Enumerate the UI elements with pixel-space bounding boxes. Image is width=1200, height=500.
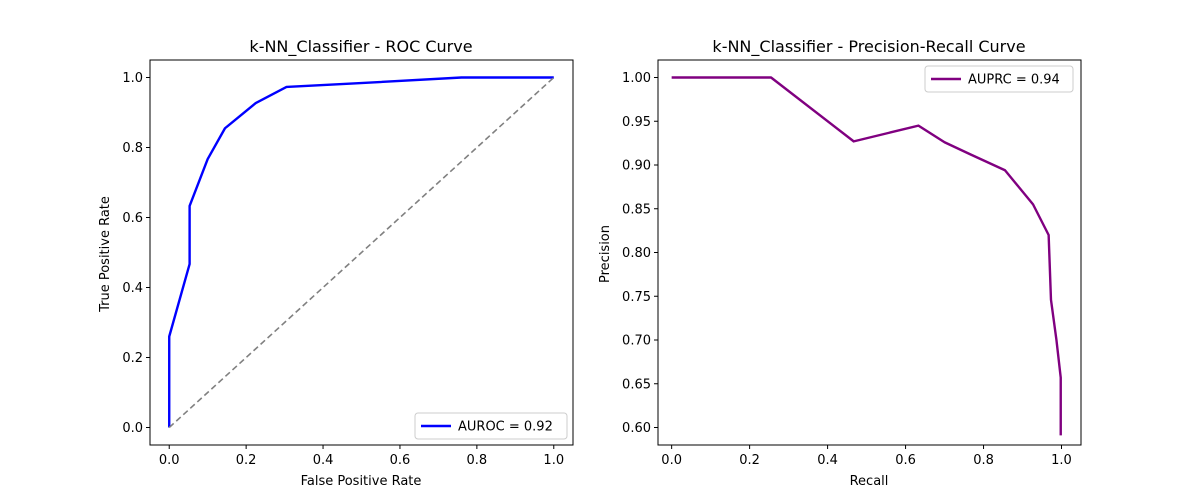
pr-y-tick-label: 0.70 — [622, 334, 651, 349]
roc-axes-frame — [149, 59, 574, 446]
pr-legend-box — [924, 65, 1074, 93]
pr-legend-label: AUPRC = 0.94 — [968, 73, 1060, 88]
pr-y-tick-label: 0.90 — [622, 159, 651, 174]
roc-x-tick-label: 0.8 — [467, 453, 488, 468]
roc-title: k-NN_Classifier - ROC Curve — [249, 37, 472, 57]
pr-y-tick-label: 0.80 — [622, 246, 651, 261]
roc-x-tick-label: 0.0 — [159, 453, 180, 468]
roc-y-axis-label: True Positive Rate — [98, 196, 113, 313]
pr-legend: AUPRC = 0.94 — [924, 65, 1074, 93]
pr-x-axis-label: Recall — [850, 474, 889, 489]
pr-x-tick-label: 0.6 — [895, 453, 916, 468]
roc-legend: AUROC = 0.92 — [414, 412, 568, 440]
roc-x-tick-label: 0.4 — [313, 453, 334, 468]
roc-x-tick-label: 0.6 — [390, 453, 411, 468]
pr-y-tick-label: 0.75 — [622, 290, 651, 305]
pr-title: k-NN_Classifier - Precision-Recall Curve — [712, 37, 1025, 57]
pr-y-tick-label: 0.65 — [622, 377, 651, 392]
pr-x-tick-label: 1.0 — [1051, 453, 1072, 468]
roc-x-axis-label: False Positive Rate — [301, 474, 422, 489]
roc-x-tick-label: 1.0 — [543, 453, 564, 468]
pr-x-tick-label: 0.8 — [973, 453, 994, 468]
pr-chart: k-NN_Classifier - Precision-Recall Curve… — [598, 37, 1082, 489]
pr-y-tick-label: 0.85 — [622, 202, 651, 217]
pr-y-tick-label: 0.60 — [622, 421, 651, 436]
roc-y-tick-label: 0.2 — [122, 351, 143, 366]
pr-x-tick-label: 0.2 — [739, 453, 760, 468]
pr-plot-area: 0.0 0.2 0.4 0.6 0.8 1.0 0.60 0.65 0.70 0.75 0.80 0.… — [622, 59, 1082, 468]
pr-series-line — [671, 76, 1062, 436]
roc-chart: k-NN_Classifier - ROC Curve 0.0 0.2 0.4 0.6… — [98, 37, 574, 489]
pr-y-tick-label: 0.95 — [622, 115, 651, 130]
pr-x-tick-label: 0.4 — [817, 453, 838, 468]
roc-series-line — [168, 76, 554, 428]
roc-y-tick-label: 0.4 — [122, 281, 143, 296]
roc-legend-box — [414, 412, 568, 440]
pr-y-axis-label: Precision — [598, 225, 613, 283]
roc-y-tick-label: 0.8 — [122, 141, 143, 156]
roc-chance-line — [168, 76, 555, 429]
roc-y-tick-label: 0.6 — [122, 211, 143, 226]
roc-plot-area: 0.0 0.2 0.4 0.6 0.8 1.0 0.0 0.2 0.4 0.6 0.8 1.0 — [122, 59, 574, 468]
roc-x-tick-label: 0.2 — [236, 453, 257, 468]
pr-y-tick-label: 1.00 — [622, 71, 651, 86]
roc-y-tick-label: 1.0 — [122, 71, 143, 86]
roc-y-tick-label: 0.0 — [122, 421, 143, 436]
roc-legend-label: AUROC = 0.92 — [458, 420, 553, 435]
pr-x-tick-label: 0.0 — [661, 453, 682, 468]
